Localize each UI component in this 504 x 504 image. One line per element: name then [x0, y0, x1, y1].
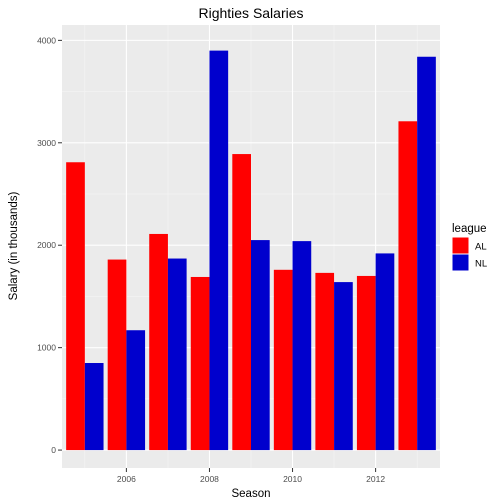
bar-al-2008 — [190, 276, 210, 451]
bar-nl-2013 — [417, 56, 436, 451]
bar-al-2013 — [398, 121, 418, 451]
bar-nl-2012 — [375, 253, 395, 451]
bar-al-2011 — [315, 272, 335, 451]
y-tick-label: 1000 — [37, 343, 56, 353]
x-axis-ticks: 2006 2008 2010 2012 — [117, 468, 385, 484]
y-tick-label: 3000 — [37, 138, 56, 148]
x-tick-label: 2008 — [200, 474, 219, 484]
y-tick-label: 4000 — [37, 35, 56, 45]
bar-al-2010 — [273, 269, 293, 451]
legend-swatch-al — [451, 236, 470, 255]
legend-item-nl: NL — [451, 253, 487, 272]
bar-nl-2006 — [126, 330, 146, 451]
legend-swatch-nl — [451, 253, 470, 272]
y-tick-label: 0 — [51, 445, 56, 455]
bar-nl-2009 — [251, 240, 270, 451]
bar-al-2009 — [232, 154, 251, 451]
legend: league AL NL — [451, 223, 487, 272]
y-axis-label: Salary (in thousands) — [8, 191, 20, 300]
bars — [66, 50, 436, 451]
legend-item-al: AL — [451, 236, 487, 255]
legend-title: league — [452, 223, 487, 235]
x-tick-label: 2006 — [117, 474, 136, 484]
bar-nl-2010 — [292, 241, 312, 451]
bar-nl-2008 — [209, 50, 229, 451]
y-tick-label: 2000 — [37, 240, 56, 250]
bar-al-2005 — [66, 162, 85, 451]
x-tick-label: 2012 — [366, 474, 385, 484]
legend-label-al: AL — [475, 242, 487, 253]
legend-label-nl: NL — [475, 259, 487, 270]
bar-al-2006 — [107, 259, 127, 451]
chart-title: Righties Salaries — [198, 5, 303, 21]
x-axis-label: Season — [231, 488, 270, 500]
x-tick-label: 2010 — [283, 474, 302, 484]
bar-al-2007 — [149, 233, 168, 451]
bar-nl-2011 — [334, 282, 353, 451]
bar-nl-2007 — [167, 258, 187, 451]
bar-al-2012 — [356, 275, 376, 451]
y-axis-ticks: 0 1000 2000 3000 4000 — [37, 35, 62, 455]
bar-nl-2005 — [84, 363, 104, 451]
